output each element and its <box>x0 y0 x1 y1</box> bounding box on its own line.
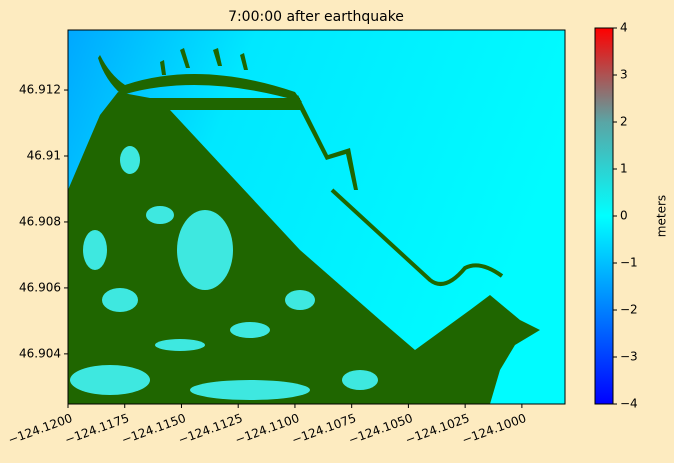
colorbar-tick-label: 3 <box>620 68 628 82</box>
colorbar-tick-label: 4 <box>620 21 628 35</box>
y-tick-label: 46.908 <box>19 214 61 228</box>
y-tick-label: 46.904 <box>19 346 61 360</box>
jetty <box>330 188 504 286</box>
colorbar-tick-label: 0 <box>620 209 628 223</box>
colorbar-tick-label: 1 <box>620 162 628 176</box>
colorbar-tick-label: −2 <box>620 303 638 317</box>
land <box>68 48 540 404</box>
chart-title: 7:00:00 after earthquake <box>228 9 404 25</box>
colorbar-tick-label: −3 <box>620 350 638 364</box>
plot-frame <box>67 29 566 405</box>
colorbar-tick-label: −4 <box>620 397 638 411</box>
colorbar-label: meters <box>655 195 669 237</box>
y-tick-label: 46.91 <box>27 148 61 162</box>
colorbar-tick-label: −1 <box>620 256 638 270</box>
y-tick-label: 46.906 <box>19 280 61 294</box>
water-holes <box>70 146 378 400</box>
colorbar <box>594 27 614 405</box>
colorbar-tick-label: 2 <box>620 115 628 129</box>
map-image <box>68 30 565 404</box>
y-tick-label: 46.912 <box>19 83 61 97</box>
